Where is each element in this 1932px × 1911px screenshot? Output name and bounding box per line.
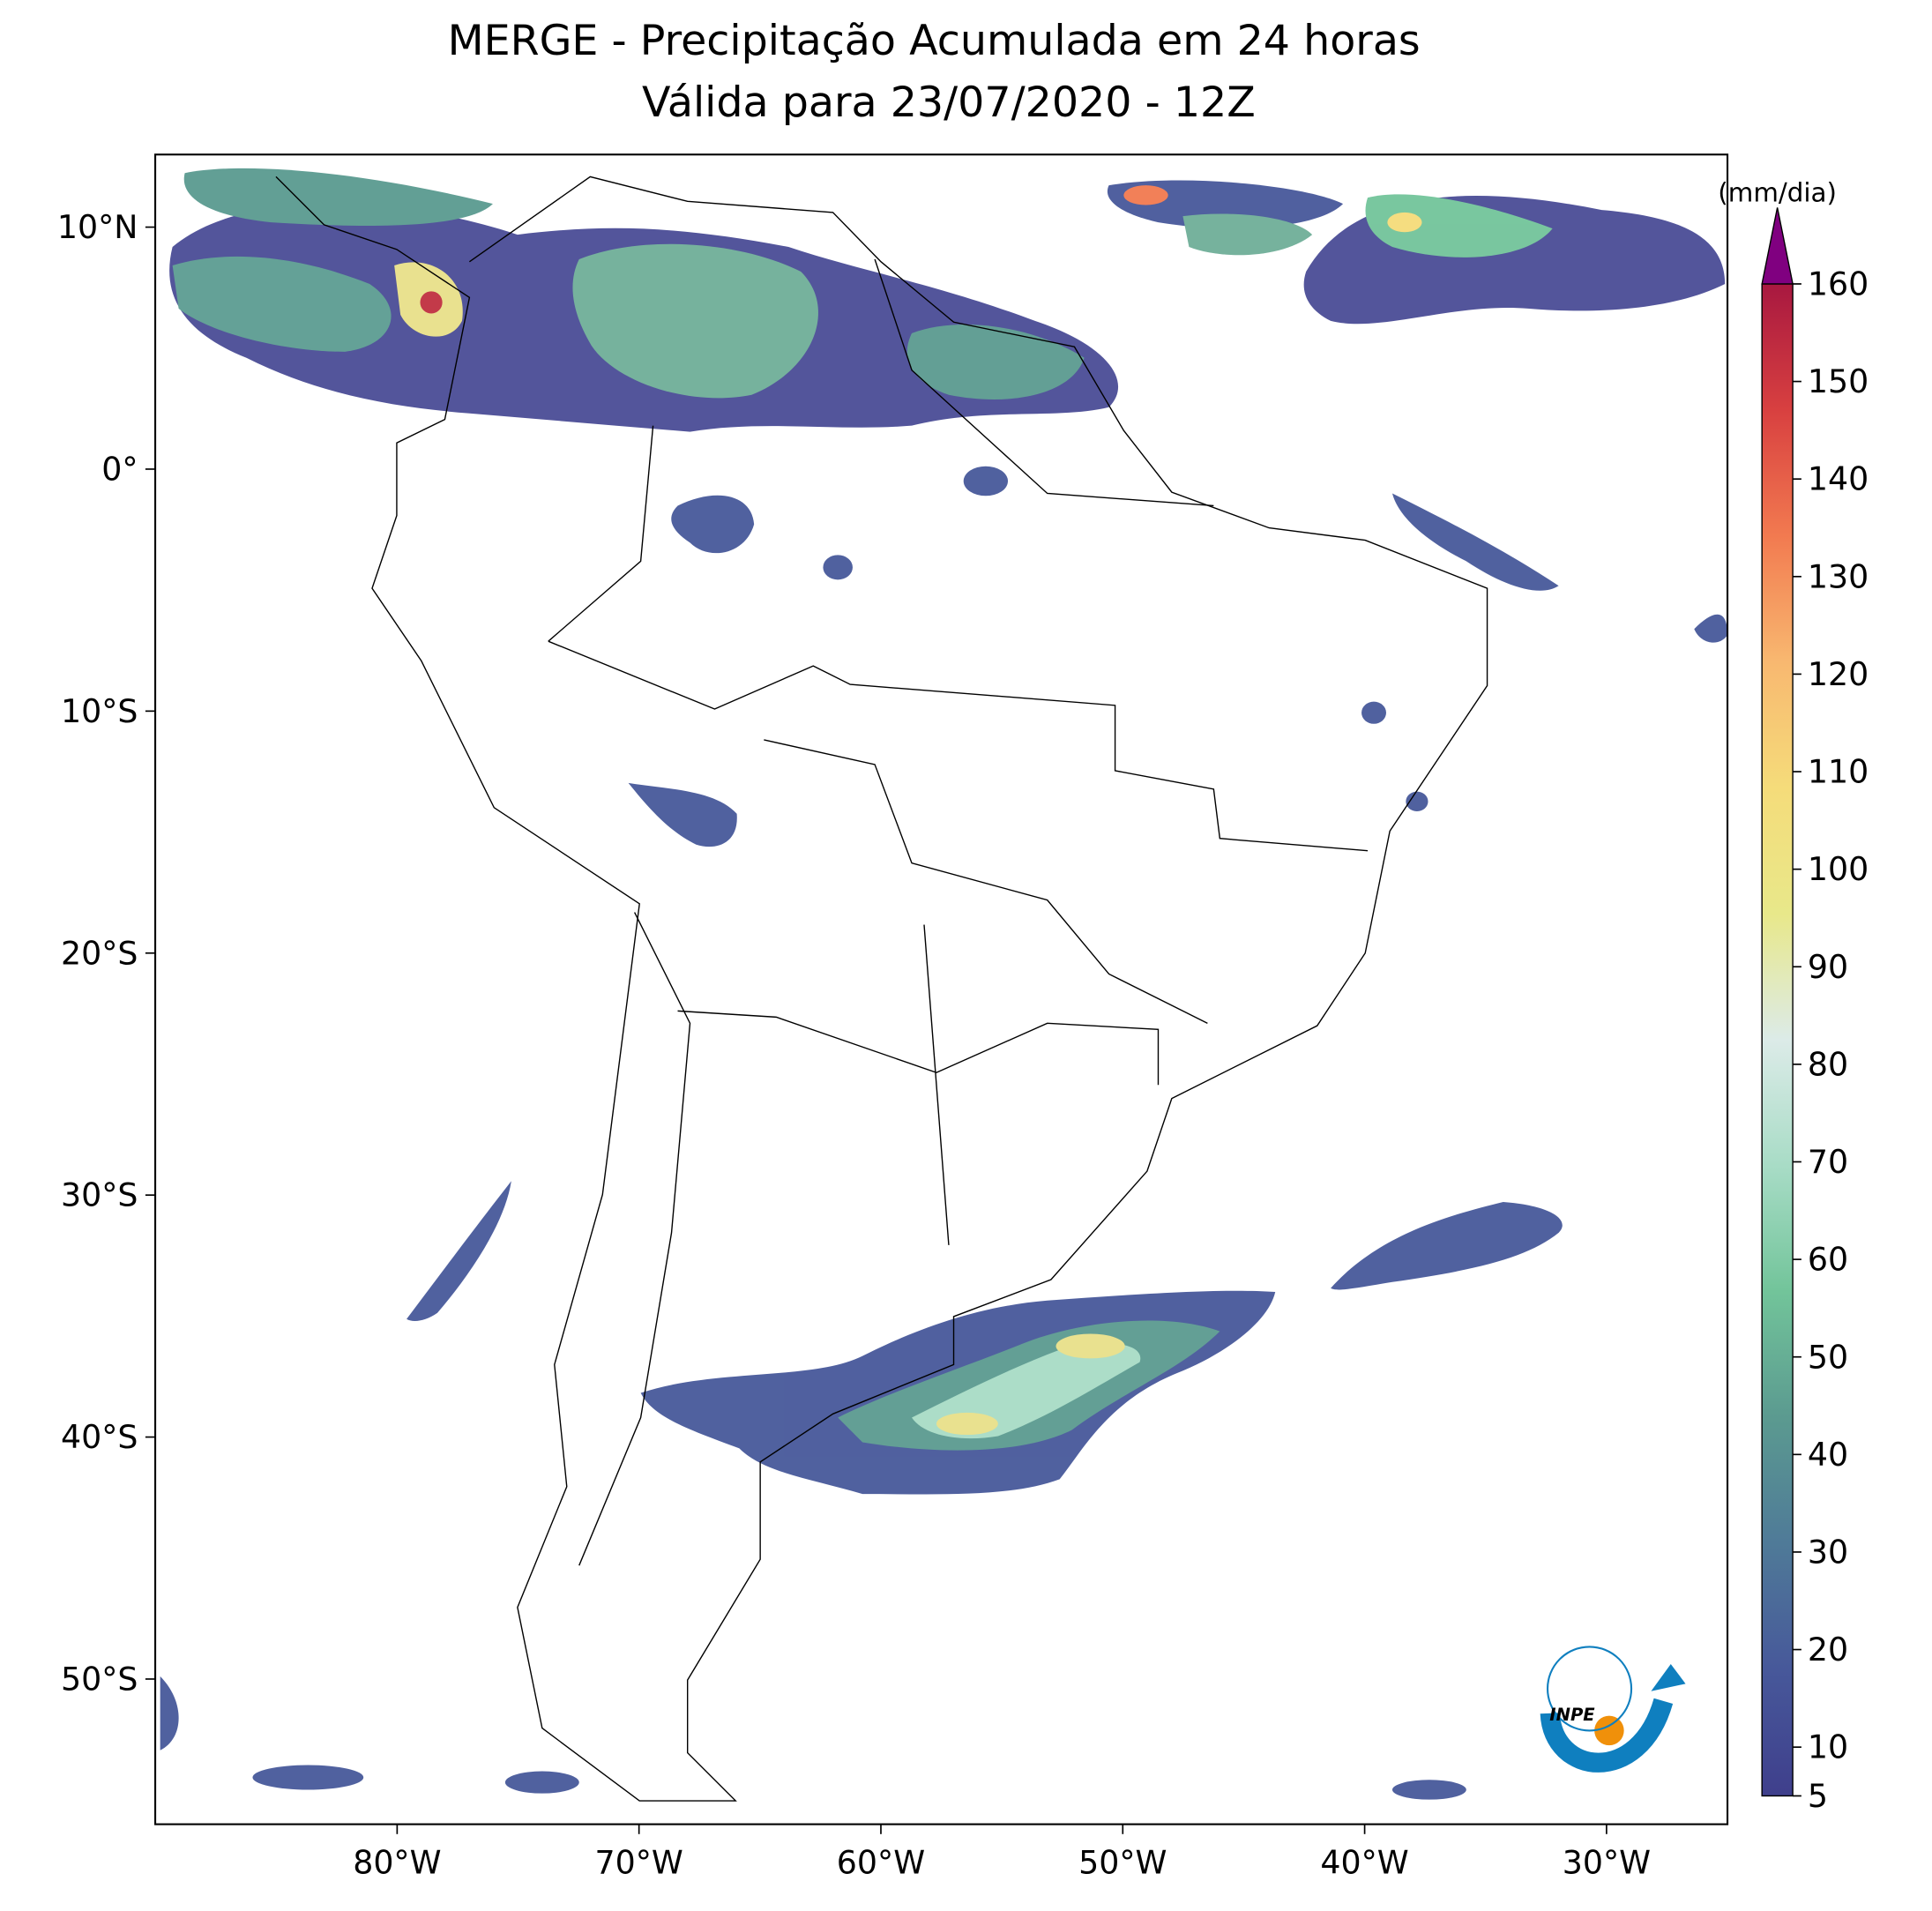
x-tick-label: 80°W — [353, 1844, 441, 1882]
subtitle: Válida para 23/07/2020 - 12Z — [642, 78, 1256, 127]
colorbar-tick-label: 90 — [1808, 948, 1848, 986]
colorbar-tick-label: 120 — [1808, 655, 1869, 693]
y-tick-label: 40°S — [61, 1418, 138, 1456]
colorbar-tick-label: 160 — [1808, 265, 1869, 303]
colorbar-tick-label: 60 — [1808, 1241, 1848, 1279]
colorbar-label: (mm/dia) — [1718, 177, 1837, 207]
map: INPE — [160, 168, 1728, 1802]
borders — [548, 258, 1369, 1566]
colorbar-tick-label: 5 — [1808, 1777, 1828, 1815]
colorbar-tick-label: 20 — [1808, 1631, 1848, 1668]
y-tick-label: 50°S — [61, 1661, 138, 1698]
colorbar-tick-label: 140 — [1808, 460, 1869, 498]
x-tick-label: 60°W — [837, 1844, 925, 1882]
colorbar-tick-label: 50 — [1808, 1338, 1848, 1376]
colorbar-extension — [1761, 207, 1794, 285]
x-tick-label: 70°W — [595, 1844, 683, 1882]
colorbar-tick-label: 40 — [1808, 1436, 1848, 1474]
colorbar-tick-label: 110 — [1808, 753, 1869, 791]
colorbar-tick-label: 80 — [1808, 1045, 1848, 1083]
colorbar-tick-label: 10 — [1808, 1728, 1848, 1766]
colorbar-tick-label: 150 — [1808, 362, 1869, 400]
colorbar-tick-label: 130 — [1808, 557, 1869, 595]
colorbar — [1761, 283, 1794, 1797]
y-tick-label: 10°N — [57, 208, 138, 246]
title: MERGE - Precipitação Acumulada em 24 hor… — [448, 17, 1421, 65]
plot-frame — [154, 153, 1729, 1825]
colorbar-tick-label: 70 — [1808, 1143, 1848, 1181]
logo-text: INPE — [1549, 1705, 1595, 1725]
y-tick-label: 0° — [101, 451, 138, 489]
y-tick-label: 30°S — [61, 1176, 138, 1214]
precipitation — [160, 168, 1728, 1800]
x-tick-label: 50°W — [1078, 1844, 1167, 1882]
y-tick-label: 10°S — [61, 692, 138, 730]
colorbar-tick-label: 100 — [1808, 850, 1869, 888]
coastline — [275, 175, 1488, 1802]
logo: INPE — [1540, 1646, 1686, 1773]
y-tick-label: 20°S — [61, 934, 138, 972]
x-tick-label: 40°W — [1320, 1844, 1408, 1882]
x-tick-label: 30°W — [1563, 1844, 1651, 1882]
colorbar-tick-label: 30 — [1808, 1534, 1848, 1571]
